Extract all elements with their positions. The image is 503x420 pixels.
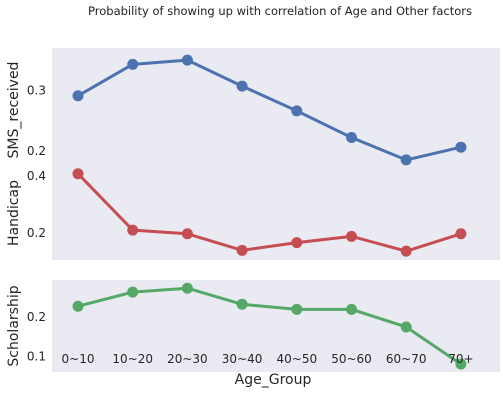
data-point [291, 303, 303, 315]
panel-scholarship: 0.1 0.2 Scholarship [6, 280, 500, 372]
x-axis-label: Age_Group [235, 372, 312, 388]
data-point [291, 105, 303, 117]
series-line [76, 286, 463, 366]
x-tick-label: 20~30 [167, 352, 208, 366]
y-tick-label: 0.1 [27, 349, 46, 363]
x-tick-label: 50~60 [331, 352, 372, 366]
panels: 0.2 0.3 SMS_received 0.2 0.4 Handicap 0.1 0.2 Sc… [6, 48, 500, 372]
plot-area [52, 280, 500, 372]
data-point [72, 168, 84, 180]
x-tick-label: 0~10 [62, 352, 95, 366]
data-point [400, 245, 412, 257]
x-tick-labels: 0~10 10~20 20~30 30~40 40~50 50~60 60~70 70+ [62, 352, 474, 366]
y-tick-label: 0.2 [27, 310, 46, 324]
x-tick-label: 70+ [448, 352, 473, 366]
x-tick-label: 60~70 [386, 352, 427, 366]
data-point [291, 237, 303, 249]
data-point [455, 141, 467, 153]
y-axis-label: SMS_received [6, 62, 22, 159]
data-point [181, 228, 193, 240]
y-tick-label: 0.2 [27, 144, 46, 158]
data-point [400, 321, 412, 333]
data-point [400, 154, 412, 166]
data-point [455, 358, 467, 370]
y-tick-label: 0.2 [27, 226, 46, 240]
data-point [127, 224, 139, 236]
data-point [72, 300, 84, 312]
panel-handicap: 0.2 0.4 Handicap [6, 166, 500, 260]
data-point [455, 228, 467, 240]
x-tick-label: 10~20 [112, 352, 153, 366]
data-point [346, 230, 357, 242]
series-line [76, 58, 463, 162]
x-tick-label: 40~50 [277, 352, 318, 366]
data-point [236, 80, 248, 92]
y-tick-label: 0.4 [27, 169, 46, 183]
data-point [181, 54, 193, 66]
data-point [236, 298, 248, 310]
y-axis-label: Handicap [6, 180, 22, 246]
data-point [236, 244, 248, 256]
x-tick-label: 30~40 [222, 352, 263, 366]
data-point [127, 58, 139, 70]
chart-title: Probability of showing up with correlati… [88, 4, 472, 18]
data-point [127, 286, 139, 298]
y-tick-label: 0.3 [27, 83, 46, 97]
data-point [346, 303, 357, 315]
y-axis-label: Scholarship [6, 285, 22, 366]
series-line [76, 172, 463, 253]
panel-sms-received: 0.2 0.3 SMS_received [6, 48, 500, 172]
data-point [181, 282, 193, 294]
data-point [346, 132, 357, 144]
data-point [72, 90, 84, 102]
